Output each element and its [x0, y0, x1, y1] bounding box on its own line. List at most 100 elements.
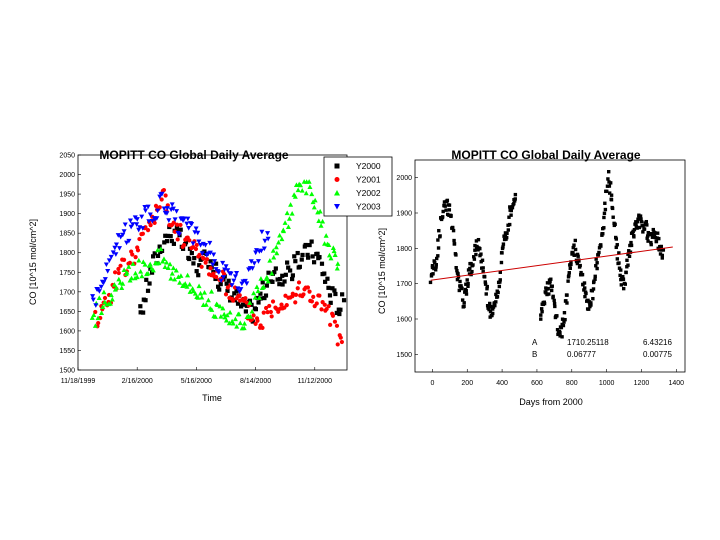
- left-point-y2002: [234, 323, 240, 329]
- left-point-y2001: [116, 270, 121, 276]
- right-point: [615, 243, 619, 247]
- left-point-y2003: [172, 217, 178, 223]
- left-y-tick-label: 1500: [59, 368, 75, 375]
- left-point-y2000: [157, 244, 162, 249]
- right-point: [629, 240, 633, 245]
- left-point-y2002: [331, 248, 337, 254]
- left-point-y2000: [164, 239, 170, 244]
- left-point-y2000: [286, 265, 291, 270]
- left-point-y2001: [163, 193, 168, 198]
- right-point: [626, 252, 630, 256]
- right-point: [513, 192, 518, 197]
- right-point: [632, 235, 636, 239]
- left-point-y2003: [234, 270, 240, 276]
- right-point: [625, 258, 629, 262]
- right-point: [455, 268, 459, 273]
- left-point-y2002: [306, 179, 312, 184]
- right-point: [548, 279, 552, 284]
- right-point: [579, 270, 583, 275]
- right-point: [596, 252, 600, 257]
- left-point-y2003: [108, 254, 114, 260]
- right-point: [660, 256, 664, 260]
- right-point: [617, 251, 621, 255]
- left-point-y2002: [170, 265, 176, 271]
- left-point-y2002: [199, 294, 205, 300]
- right-point: [632, 228, 637, 232]
- right-x-tick-label: 200: [461, 380, 473, 387]
- right-point: [572, 243, 576, 247]
- right-y-tick-label: 1700: [396, 281, 412, 288]
- left-y-axis: 1500 1550 1600 1650 1700 1750 1800 1850 1900 1950…: [59, 153, 81, 375]
- right-point: [559, 325, 564, 330]
- left-point-y2001: [330, 313, 336, 318]
- left-point-y2000: [326, 285, 331, 290]
- left-point-y2002: [284, 210, 290, 216]
- left-point-y2002: [285, 224, 291, 229]
- left-point-y2001: [230, 298, 236, 303]
- right-point: [555, 314, 559, 318]
- right-point: [613, 222, 617, 226]
- right-point: [636, 217, 640, 221]
- fit-param-value: 0.06777: [567, 350, 596, 359]
- right-point: [449, 213, 453, 218]
- left-point-y2003: [190, 241, 196, 246]
- left-point-y2000: [143, 298, 148, 303]
- right-point: [499, 260, 504, 265]
- left-point-y2000: [282, 279, 287, 284]
- left-x-tick-label: 5/16/2000: [181, 378, 212, 385]
- right-point: [466, 281, 470, 286]
- left-point-y2001: [148, 223, 153, 228]
- left-point-y2000: [306, 255, 311, 260]
- left-point-y2001: [133, 255, 138, 260]
- right-point: [618, 273, 622, 278]
- left-point-y2003: [115, 233, 121, 238]
- right-point: [433, 260, 437, 265]
- left-point-y2001: [265, 310, 270, 315]
- left-point-y2001: [204, 257, 210, 262]
- left-point-y2000: [280, 273, 285, 278]
- right-point: [627, 254, 632, 258]
- right-point: [428, 280, 433, 285]
- right-point: [443, 204, 447, 208]
- left-point-y2003: [207, 240, 213, 246]
- right-point: [574, 259, 579, 264]
- left-point-y2002: [307, 184, 313, 189]
- right-point: [434, 265, 438, 269]
- right-point: [471, 263, 475, 267]
- left-point-y2002: [212, 314, 218, 319]
- left-point-y2000: [307, 242, 312, 248]
- right-point: [508, 205, 512, 209]
- left-point-y2001: [193, 246, 199, 252]
- left-point-y2002: [177, 280, 183, 285]
- left-point-y2002: [279, 236, 285, 242]
- right-point: [653, 235, 658, 240]
- right-point: [464, 282, 468, 286]
- left-point-y2001: [174, 222, 180, 227]
- left-point-y2000: [325, 276, 330, 281]
- left-point-y2003: [232, 274, 238, 279]
- right-point: [641, 224, 645, 228]
- left-point-y2001: [137, 236, 142, 242]
- left-point-y2002: [326, 242, 332, 248]
- left-point-y2003: [170, 206, 176, 212]
- left-point-y2003: [96, 289, 102, 294]
- left-point-y2002: [334, 265, 340, 271]
- left-point-y2001: [296, 280, 302, 285]
- left-point-y2002: [205, 297, 211, 303]
- left-point-y2000: [147, 281, 152, 286]
- left-point-y2002: [184, 284, 190, 289]
- left-point-y2002: [109, 296, 115, 302]
- left-point-y2000: [174, 224, 179, 230]
- left-point-y2000: [310, 254, 315, 259]
- right-point: [651, 227, 655, 232]
- right-point: [578, 263, 582, 268]
- left-point-y2002: [230, 320, 236, 326]
- left-point-y2001: [293, 292, 299, 297]
- left-point-y2002: [320, 218, 326, 224]
- left-point-y2002: [303, 190, 309, 196]
- right-point: [556, 332, 560, 336]
- left-point-y2003: [189, 222, 195, 227]
- right-chart: MOPITT CO Global Daily Average 150016001…: [377, 148, 686, 407]
- left-point-y2002: [169, 270, 175, 276]
